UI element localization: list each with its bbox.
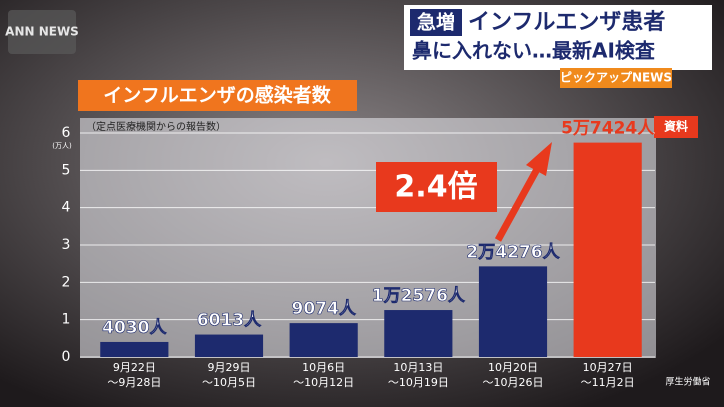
y-tick-label: 2 xyxy=(62,274,71,290)
x-tick-label: 10月13日 xyxy=(393,361,443,374)
bar xyxy=(194,334,264,357)
x-tick-label: 9月29日 xyxy=(208,361,251,374)
chart-subtitle: （定点医療機関からの報告数） xyxy=(86,120,226,133)
x-tick-label: ～11月2日 xyxy=(581,376,635,389)
value-label: 4030人 xyxy=(102,318,167,338)
value-label: 9074人 xyxy=(292,299,357,319)
subheadline: 鼻に入れない…最新AI検査 xyxy=(412,39,655,63)
corner-box xyxy=(560,68,672,88)
chart-title: インフルエンザの感染者数 xyxy=(103,84,331,107)
source-tag-box xyxy=(654,116,698,138)
title-box xyxy=(78,80,357,111)
x-tick-label: 10月27日 xyxy=(583,361,633,374)
value-label: 5万7424人 xyxy=(561,119,655,139)
bar xyxy=(384,310,453,357)
arrow-head xyxy=(526,142,552,176)
y-tick-label: 6 xyxy=(62,125,71,141)
x-tick-label: ～10月12日 xyxy=(293,376,354,389)
value-label: 1万2576人 xyxy=(372,286,466,306)
y-tick-label: 1 xyxy=(62,312,71,328)
bar xyxy=(573,142,642,357)
value-label: 6013人 xyxy=(197,311,262,331)
x-tick-label: ～9月28日 xyxy=(107,376,161,389)
y-tick-label: 5 xyxy=(62,162,71,178)
x-tick-label: 10月20日 xyxy=(488,361,538,374)
bar xyxy=(100,341,169,357)
y-tick-label: 3 xyxy=(62,237,71,253)
arrow-shaft xyxy=(494,160,545,242)
bar xyxy=(289,323,358,357)
tag: 急増 xyxy=(417,11,455,34)
x-tick-label: 9月22日 xyxy=(113,361,156,374)
headline: インフルエンザ患者 xyxy=(468,9,665,35)
x-tick-label: ～10月19日 xyxy=(388,376,449,389)
y-unit: (万人) xyxy=(52,142,72,150)
x-tick-label: ～10月5日 xyxy=(202,376,256,389)
source-tag: 資料 xyxy=(664,119,688,134)
x-tick-label: ～10月26日 xyxy=(483,376,544,389)
tag-box xyxy=(410,9,462,36)
value-label: 2万4276人 xyxy=(466,242,560,262)
annotation-box xyxy=(376,162,497,212)
y-tick-label: 0 xyxy=(62,349,71,365)
source: 厚生労働省 xyxy=(665,376,710,388)
corner-label: ピックアップNEWS xyxy=(560,70,672,85)
logo-box xyxy=(8,10,76,54)
plot-area xyxy=(80,118,656,358)
annotation: 2.4倍 xyxy=(394,170,477,205)
bar xyxy=(478,266,548,357)
y-tick-label: 4 xyxy=(62,200,71,216)
logo: ANN NEWS xyxy=(5,25,79,39)
x-tick-label: 10月6日 xyxy=(302,361,345,374)
